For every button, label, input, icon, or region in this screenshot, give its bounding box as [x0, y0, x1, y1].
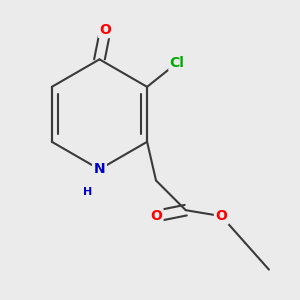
Text: O: O: [100, 22, 111, 37]
Text: H: H: [83, 187, 92, 196]
Text: Cl: Cl: [169, 56, 184, 70]
Text: O: O: [215, 209, 227, 223]
Text: O: O: [150, 209, 162, 223]
Text: N: N: [94, 162, 105, 176]
